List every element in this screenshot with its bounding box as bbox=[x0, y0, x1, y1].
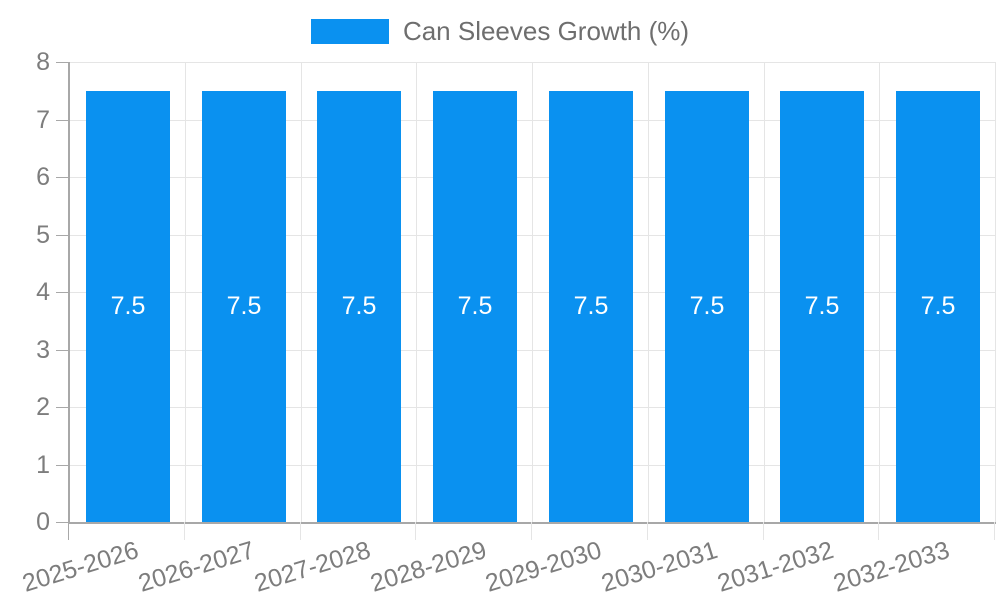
legend-label: Can Sleeves Growth (%) bbox=[402, 16, 690, 46]
y-gridline bbox=[70, 119, 996, 121]
y-axis-tick bbox=[56, 119, 68, 121]
bar[interactable]: 7.5 bbox=[780, 90, 864, 522]
x-gridline bbox=[995, 62, 996, 522]
y-axis-tick-label: 4 bbox=[36, 278, 50, 306]
y-gridline bbox=[70, 177, 996, 178]
x-axis-category-label: 2030-2031 bbox=[598, 536, 721, 598]
x-gridline bbox=[532, 62, 533, 522]
bar-value-label: 7.5 bbox=[341, 292, 377, 321]
x-axis-tick bbox=[415, 522, 417, 540]
x-axis-category-label: 2031-2032 bbox=[714, 536, 837, 598]
plot-area: 7.5 7.5 7.5 7.5 7.5 7.5 7.5 7.5 bbox=[68, 62, 996, 524]
x-axis-tick bbox=[878, 522, 880, 540]
x-axis-tick bbox=[299, 522, 301, 540]
x-axis-tick bbox=[994, 522, 995, 540]
legend-swatch bbox=[310, 19, 389, 44]
y-axis-tick-label: 5 bbox=[36, 220, 50, 249]
bar-value-label: 7.5 bbox=[804, 292, 840, 321]
x-axis-category-label: 2028-2029 bbox=[366, 536, 490, 598]
y-axis-tick bbox=[56, 62, 68, 63]
x-axis-tick bbox=[531, 522, 532, 540]
x-gridline bbox=[763, 62, 765, 522]
x-axis-category-label: 2026-2027 bbox=[135, 536, 258, 598]
x-gridline bbox=[416, 62, 418, 522]
y-axis-tick bbox=[56, 177, 68, 178]
y-gridline bbox=[70, 292, 996, 293]
y-axis-tick-label: 6 bbox=[36, 163, 50, 191]
y-axis-tick bbox=[56, 234, 68, 236]
y-gridline bbox=[70, 349, 996, 351]
y-axis-tick-label: 3 bbox=[36, 335, 50, 364]
bar-value-label: 7.5 bbox=[573, 292, 609, 321]
x-axis-category-label: 2029-2030 bbox=[482, 536, 606, 598]
bar[interactable]: 7.5 bbox=[202, 90, 286, 522]
x-axis-tick bbox=[68, 522, 69, 540]
y-axis-tick-label: 2 bbox=[36, 393, 50, 421]
x-axis-category-label: 2025-2026 bbox=[19, 536, 143, 598]
y-gridline bbox=[70, 62, 996, 63]
x-gridline bbox=[184, 62, 186, 522]
bar-value-label: 7.5 bbox=[689, 292, 725, 321]
chart-legend[interactable]: Can Sleeves Growth (%) bbox=[0, 16, 1000, 47]
y-axis-tick bbox=[56, 407, 68, 408]
x-gridline bbox=[647, 62, 649, 522]
bar[interactable]: 7.5 bbox=[665, 90, 749, 522]
x-axis-category-label: 2032-2033 bbox=[829, 536, 953, 598]
y-gridline bbox=[70, 407, 996, 408]
y-axis-tick-label: 8 bbox=[36, 48, 50, 76]
y-axis-tick bbox=[56, 464, 68, 466]
y-gridline bbox=[70, 464, 996, 466]
bar-value-label: 7.5 bbox=[226, 292, 262, 321]
bar[interactable]: 7.5 bbox=[317, 90, 401, 522]
bar[interactable]: 7.5 bbox=[433, 90, 517, 522]
y-gridline bbox=[70, 234, 996, 236]
bar[interactable]: 7.5 bbox=[86, 90, 170, 522]
bar[interactable]: 7.5 bbox=[549, 90, 633, 522]
y-axis-tick-label: 1 bbox=[36, 450, 50, 479]
bar-value-label: 7.5 bbox=[920, 292, 956, 321]
x-axis-tick bbox=[646, 522, 648, 540]
x-axis-tick bbox=[762, 522, 764, 540]
y-axis-tick-label: 0 bbox=[36, 508, 50, 536]
x-axis-category-label: 2027-2028 bbox=[251, 536, 374, 598]
y-axis-tick-label: 7 bbox=[36, 105, 50, 134]
y-axis-tick bbox=[56, 292, 68, 293]
x-axis-tick bbox=[183, 522, 185, 540]
x-gridline bbox=[300, 62, 302, 522]
y-axis-tick bbox=[56, 522, 68, 523]
y-axis-tick bbox=[56, 349, 68, 351]
bar-value-label: 7.5 bbox=[457, 292, 493, 321]
bar[interactable]: 7.5 bbox=[896, 90, 980, 522]
bar-value-label: 7.5 bbox=[110, 292, 146, 321]
x-gridline bbox=[879, 62, 881, 522]
